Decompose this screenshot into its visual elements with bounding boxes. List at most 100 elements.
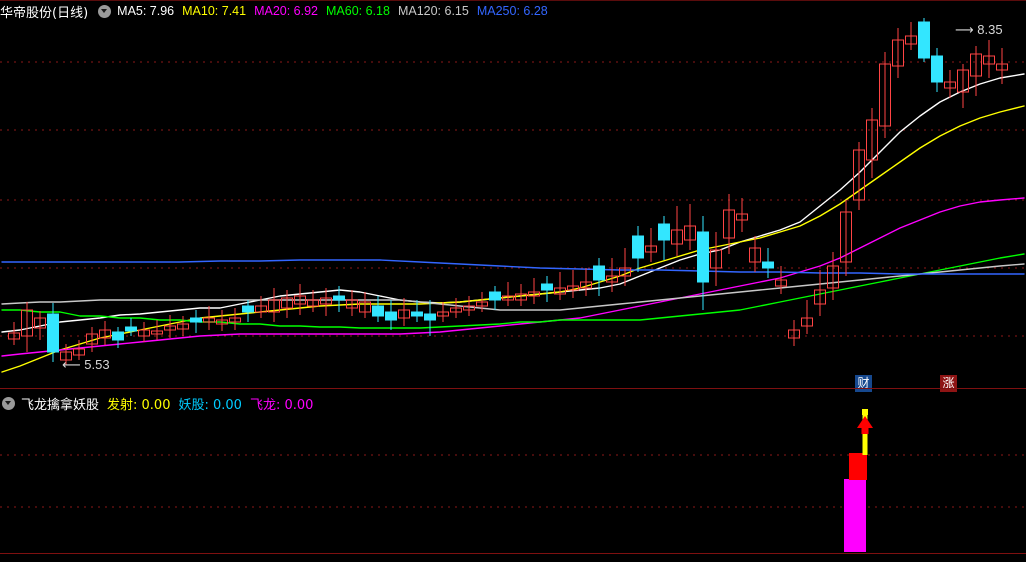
candle-body: [944, 81, 956, 89]
indicator-title[interactable]: 飞龙擒拿妖股: [21, 397, 100, 413]
candle: [710, 232, 722, 286]
candle: [86, 327, 98, 352]
candle: [60, 344, 72, 365]
candle-body: [242, 305, 254, 313]
candle: [606, 258, 618, 292]
candle: [294, 284, 306, 315]
ma-line-ma5: [1, 73, 1025, 333]
ma-line-ma20: [1, 197, 1025, 357]
candle-body: [671, 229, 683, 245]
candle-body: [762, 261, 774, 269]
candle-body: [411, 311, 423, 317]
candle: [658, 216, 670, 260]
window-bottom-border: [0, 553, 1026, 554]
candle: [853, 142, 865, 210]
candle: [567, 270, 579, 298]
candle-body: [957, 69, 969, 93]
candle: [73, 340, 85, 360]
candle-body: [268, 299, 280, 313]
candle-body: [658, 223, 670, 241]
candle: [645, 228, 657, 262]
candle: [346, 290, 358, 316]
candle: [827, 252, 839, 300]
candle-body: [489, 291, 501, 301]
candle-body: [398, 309, 410, 319]
indicator-chart-panel[interactable]: [0, 409, 1026, 552]
cai-badge[interactable]: 财: [855, 375, 872, 392]
candle: [541, 276, 553, 302]
candle-body: [385, 311, 397, 321]
candle: [502, 282, 514, 306]
candle-body: [710, 249, 722, 269]
legend-ma250: MA250: 6.28: [476, 4, 548, 18]
candle-body: [541, 283, 553, 291]
candle-body: [931, 55, 943, 83]
candle: [268, 288, 280, 322]
candle: [762, 248, 774, 278]
zhang-badge[interactable]: 涨: [940, 375, 957, 392]
candle-body: [307, 299, 319, 307]
legend-yaogu: 妖股: 0.00: [178, 397, 242, 413]
candle-body: [801, 317, 813, 327]
price-chart-panel[interactable]: [0, 18, 1026, 388]
candle-body: [34, 317, 46, 329]
legend-ma5: MA5: 7.96: [117, 4, 175, 18]
candle-body: [73, 348, 85, 356]
candle: [515, 284, 527, 306]
candle-body: [632, 235, 644, 259]
candle: [99, 321, 111, 345]
candle-body: [138, 329, 150, 337]
indicator-panel-legend: 飞龙擒拿妖股 发射: 0.00 妖股: 0.00 飞龙: 0.00: [0, 394, 321, 413]
price-plot: [0, 18, 1026, 373]
candle-body: [255, 305, 267, 313]
candle-body: [723, 209, 735, 239]
candle-body: [697, 231, 709, 283]
candle: [190, 310, 202, 333]
candle-body: [814, 289, 826, 305]
candle: [372, 296, 384, 322]
candle: [697, 216, 709, 310]
candle: [398, 298, 410, 326]
candle-body: [528, 291, 540, 297]
candle-body: [476, 301, 488, 307]
candle-body: [86, 333, 98, 345]
candle: [489, 286, 501, 310]
candle-body: [775, 279, 787, 287]
candle-body: [372, 305, 384, 317]
candle-body: [47, 313, 59, 353]
candle-body: [216, 319, 228, 325]
symbol-name[interactable]: 华帝股份(日线): [0, 5, 89, 21]
candle: [47, 303, 59, 362]
candle-body: [866, 119, 878, 161]
feilong-bar: [844, 479, 866, 552]
candle: [593, 258, 605, 296]
candle: [138, 322, 150, 342]
chevron-down-icon[interactable]: [2, 396, 15, 410]
candle-body: [450, 307, 462, 313]
candle: [385, 300, 397, 330]
candle: [879, 52, 891, 138]
ma-line-ma250: [1, 259, 1025, 275]
candle-body: [99, 329, 111, 339]
chevron-down-icon[interactable]: [98, 4, 112, 18]
candle: [203, 306, 215, 330]
candle: [788, 320, 800, 346]
candle: [840, 200, 852, 276]
candle-body: [918, 21, 930, 59]
fashe-arrow-icon: [857, 416, 873, 428]
candle-body: [567, 285, 579, 291]
high-price-value: 8.35: [977, 22, 1003, 37]
candle-body: [580, 281, 592, 289]
candle-body: [996, 63, 1008, 71]
legend-fashe: 发射: 0.00: [107, 397, 171, 413]
candle: [892, 28, 904, 78]
candle: [424, 300, 436, 336]
candle: [463, 296, 475, 316]
candle-body: [970, 53, 982, 77]
low-price-annotation: ⟵ 5.53: [62, 357, 110, 373]
candle-body: [60, 351, 72, 361]
candle: [619, 248, 631, 286]
price-panel-legend: 华帝股份(日线) MA5: 7.96 MA10: 7.41 MA20: 6.92…: [0, 2, 556, 21]
candle: [814, 270, 826, 316]
candle: [21, 302, 33, 352]
